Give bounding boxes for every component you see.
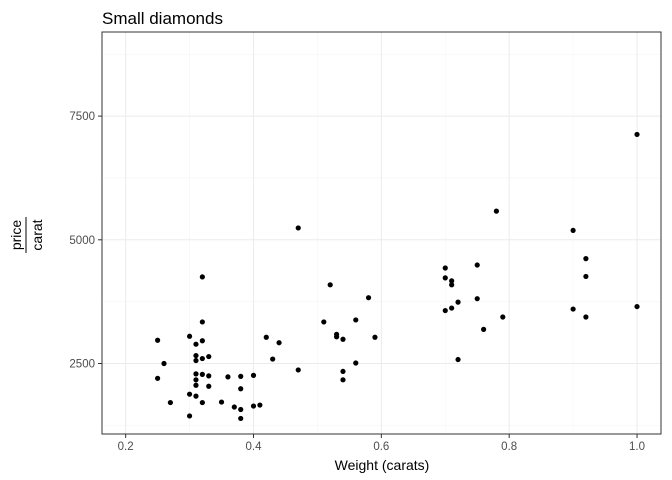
data-point [500, 314, 506, 320]
data-point [199, 371, 205, 377]
data-point [333, 334, 340, 340]
data-point [199, 319, 205, 325]
data-point [372, 334, 378, 340]
data-point [238, 386, 244, 392]
data-point [583, 314, 589, 320]
y-tick-label: 7500 [69, 111, 95, 123]
data-point [570, 306, 576, 312]
data-point [455, 299, 461, 305]
data-point [481, 326, 487, 332]
data-point [295, 225, 301, 231]
data-point [327, 282, 333, 288]
data-point [199, 355, 205, 362]
y-tick-label: 2500 [69, 358, 95, 370]
grid-lines [102, 32, 661, 434]
data-point [161, 360, 167, 367]
y-axis-title: price carat [8, 217, 45, 253]
data-point [442, 307, 448, 314]
x-tick-label: 1.0 [629, 441, 645, 453]
x-axis-title: Weight (carats) [335, 457, 430, 473]
axis-ticks: 0.2 0.4 0.6 0.8 1.0 2500 5000 7500 [69, 111, 645, 453]
data-point [321, 319, 327, 325]
data-point [365, 295, 372, 301]
data-point [442, 275, 448, 281]
data-point [353, 360, 359, 366]
data-point [193, 371, 199, 377]
data-point [193, 352, 199, 359]
data-points [155, 131, 640, 422]
x-tick-label: 0.4 [245, 441, 262, 453]
data-point [193, 357, 199, 364]
data-point [206, 353, 212, 360]
data-point [218, 399, 225, 405]
data-point [186, 413, 193, 419]
data-point [206, 383, 212, 389]
data-point [206, 373, 212, 379]
data-point [276, 340, 282, 346]
data-point [225, 374, 231, 380]
data-point [449, 282, 455, 288]
data-point [257, 402, 263, 408]
data-point [167, 399, 173, 406]
data-point [250, 403, 257, 409]
data-point [231, 404, 237, 410]
data-point [634, 303, 640, 310]
x-tick-label: 0.2 [118, 441, 134, 453]
data-point [193, 393, 199, 399]
data-point [583, 256, 589, 262]
x-tick-label: 0.8 [501, 441, 517, 453]
y-tick-label: 5000 [69, 235, 95, 247]
data-point [449, 278, 455, 284]
data-point [353, 317, 359, 323]
data-point [474, 296, 480, 302]
data-point [270, 356, 276, 362]
data-point [199, 399, 205, 406]
data-point [340, 377, 346, 383]
data-point [583, 273, 589, 280]
data-point [199, 338, 205, 344]
y-axis-title-numerator: price [8, 220, 24, 251]
data-point [634, 131, 640, 138]
data-point [442, 265, 448, 271]
data-point [449, 305, 455, 311]
data-point [295, 367, 301, 373]
data-point [493, 208, 500, 214]
data-point [340, 368, 346, 375]
data-point [474, 262, 480, 268]
data-point [570, 227, 576, 234]
data-point [238, 415, 244, 422]
data-point [250, 372, 257, 378]
y-axis-title-denominator: carat [29, 219, 45, 250]
data-point [238, 406, 244, 413]
data-point [238, 373, 244, 379]
data-point [455, 356, 461, 363]
data-point [186, 333, 193, 339]
data-point [186, 391, 193, 397]
chart-title: Small diamonds [102, 9, 223, 28]
data-point [193, 382, 199, 388]
data-point [340, 336, 346, 342]
data-point [193, 341, 199, 347]
data-point [263, 334, 269, 340]
x-tick-label: 0.6 [373, 441, 389, 453]
data-point [199, 274, 205, 280]
data-point [155, 337, 161, 343]
data-point [193, 377, 199, 383]
data-point [155, 375, 161, 381]
